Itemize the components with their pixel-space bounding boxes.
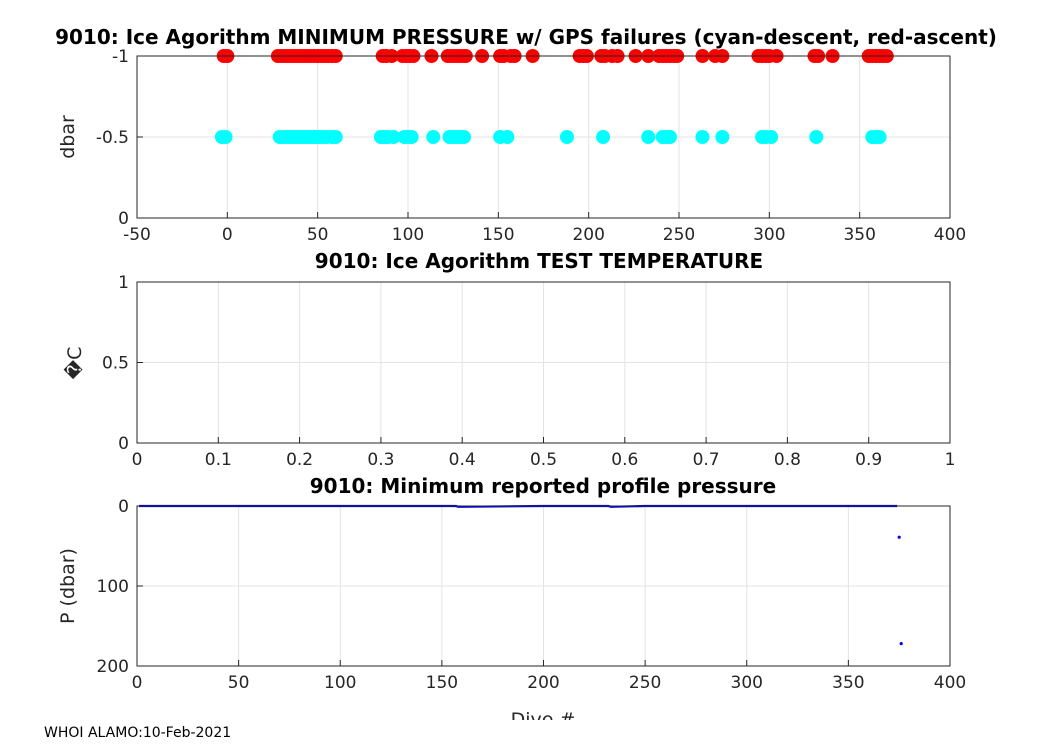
x-tick-label: 400 <box>934 225 966 245</box>
descent-point <box>218 130 233 144</box>
panel-1-y-ticks: -1 -0.5 0 <box>96 47 143 229</box>
y-tick-label: 0.5 <box>102 354 129 374</box>
x-tick-label: 0 <box>132 450 143 470</box>
panel-3-marks <box>139 504 903 646</box>
y-tick-label: 0 <box>118 497 129 517</box>
x-tick-label: 0.7 <box>693 450 720 470</box>
y-tick-label: 100 <box>97 577 129 597</box>
descent-point <box>404 130 419 144</box>
y-tick-label: 1 <box>118 273 129 293</box>
panel-2-title: 9010: Ice Agorithm TEST TEMPERATURE <box>315 249 763 273</box>
descent-point <box>715 130 730 144</box>
y-tick-label: -1 <box>112 47 129 67</box>
descent-point <box>872 130 887 144</box>
descent-point <box>662 130 677 144</box>
panel-profile-pressure: 0 50 100 150 200 250 300 350 400 0 100 200 9010: M… <box>57 474 966 720</box>
x-tick-label: 300 <box>753 225 785 245</box>
y-tick-label: -0.5 <box>96 128 129 148</box>
descent-point <box>386 130 401 144</box>
x-tick-label: 200 <box>572 225 604 245</box>
x-tick-label: 400 <box>934 673 966 693</box>
x-tick-label: 100 <box>324 673 356 693</box>
x-tick-label: 0 <box>222 225 233 245</box>
x-tick-label: 0.3 <box>367 450 394 470</box>
x-tick-label: 0.4 <box>449 450 476 470</box>
x-tick-label: 150 <box>482 225 514 245</box>
panel-3-y-ticks: 0 100 200 <box>97 497 143 677</box>
descent-point <box>457 130 472 144</box>
profile-point <box>897 535 901 539</box>
x-tick-label: 300 <box>731 673 763 693</box>
x-tick-label: 350 <box>832 673 864 693</box>
y-tick-label: 200 <box>97 657 129 677</box>
panel-1-x-ticks: -50 0 50 100 150 200 250 300 350 400 <box>123 212 966 245</box>
figure: -50 0 50 100 150 200 250 300 350 400 -1-0.50 9010… <box>55 25 997 720</box>
panel-3-grid <box>136 505 951 667</box>
x-tick-label: 350 <box>843 225 875 245</box>
x-tick-label: 0.1 <box>205 450 232 470</box>
x-tick-label: 50 <box>307 225 329 245</box>
panel-1-grid <box>136 55 951 219</box>
panel-2-y-label: �C <box>63 347 86 380</box>
panel-2-grid <box>136 281 951 444</box>
x-tick-label: 50 <box>228 673 250 693</box>
panel-3-x-label: Dive # <box>511 709 576 720</box>
panel-3-y-label: P (dbar) <box>57 548 79 624</box>
footer-credit: WHOI ALAMO:10-Feb-2021 <box>44 725 232 741</box>
x-tick-label: 200 <box>527 673 559 693</box>
panel-2-y-ticks: 00.51 <box>102 273 143 454</box>
panel-2-x-ticks: 0 0.1 0.2 0.3 0.4 0.5 0.6 0.7 0.8 0.9 1 <box>132 437 956 470</box>
descent-point <box>641 130 656 144</box>
panel-1-y-label: dbar <box>57 115 79 159</box>
x-tick-label: 0.9 <box>855 450 882 470</box>
descent-point <box>809 130 824 144</box>
panel-min-pressure: -50 0 50 100 150 200 250 300 350 400 -1-0.50 9010… <box>55 25 997 245</box>
x-tick-label: 150 <box>426 673 458 693</box>
panel-1-marks <box>214 49 894 144</box>
y-tick-label: 0 <box>118 209 129 229</box>
x-tick-label: 250 <box>629 673 661 693</box>
x-tick-label: -50 <box>123 225 151 245</box>
y-tick-label: 0 <box>118 434 129 454</box>
x-tick-label: 250 <box>663 225 695 245</box>
x-tick-label: 0 <box>132 673 143 693</box>
x-tick-label: 100 <box>392 225 424 245</box>
x-tick-label: 1 <box>945 450 956 470</box>
profile-point <box>899 642 903 646</box>
x-tick-label: 0.2 <box>286 450 313 470</box>
descent-point <box>500 130 515 144</box>
panel-1-title: 9010: Ice Agorithm MINIMUM PRESSURE w/ G… <box>55 25 997 49</box>
descent-point <box>426 130 441 144</box>
x-tick-label: 0.6 <box>611 450 638 470</box>
panel-3-title: 9010: Minimum reported profile pressure <box>310 474 776 498</box>
descent-point <box>328 130 343 144</box>
x-tick-label: 0.8 <box>774 450 801 470</box>
panel-3-x-ticks: 0 50 100 150 200 250 300 350 400 <box>132 660 966 693</box>
descent-point <box>695 130 710 144</box>
descent-point <box>596 130 611 144</box>
descent-point <box>764 130 779 144</box>
panel-test-temperature: 0 0.1 0.2 0.3 0.4 0.5 0.6 0.7 0.8 0.9 1 00.51 9010… <box>63 249 955 470</box>
x-tick-label: 0.5 <box>530 450 557 470</box>
descent-point <box>559 130 574 144</box>
